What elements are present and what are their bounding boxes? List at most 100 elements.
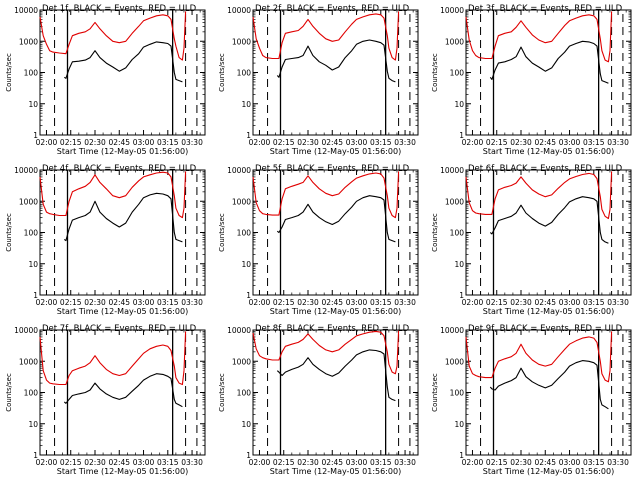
x-tick-label: 02:45 [108, 458, 130, 467]
series-line-uld [252, 171, 400, 219]
x-tick-label: 03:30 [181, 138, 203, 147]
y-axis-label: Counts/sec [218, 213, 226, 252]
x-tick-label: 03:00 [346, 298, 368, 307]
x-tick-label: 02:45 [321, 458, 343, 467]
x-tick-label: 02:45 [321, 298, 343, 307]
x-tick-label: 03:15 [370, 458, 392, 467]
x-tick-label: 03:15 [583, 458, 605, 467]
x-axis-label: Start Time (12-May-05 01:56:00) [483, 147, 614, 156]
y-axis-label: Counts/sec [5, 373, 13, 412]
x-tick-label: 02:30 [297, 458, 319, 467]
y-tick-label: 10000 [14, 166, 38, 175]
series-line-events [64, 41, 183, 83]
x-tick-label: 02:15 [486, 298, 508, 307]
y-tick-label: 100 [450, 229, 465, 238]
y-tick-label: 1000 [19, 37, 38, 46]
y-axis-label: Counts/sec [431, 373, 439, 412]
y-tick-label: 1000 [19, 197, 38, 206]
x-tick-label: 02:15 [60, 458, 82, 467]
series-line-uld [252, 330, 400, 375]
x-tick-label: 02:45 [108, 298, 130, 307]
y-tick-label: 1 [33, 131, 38, 140]
x-tick-label: 02:15 [273, 458, 295, 467]
plot-frame [39, 329, 206, 456]
y-tick-label: 1000 [445, 37, 464, 46]
series-line-uld [39, 331, 187, 386]
y-tick-label: 100 [24, 229, 39, 238]
y-tick-label: 100 [237, 389, 252, 398]
x-tick-label: 02:30 [297, 138, 319, 147]
series-line-uld [465, 11, 613, 63]
x-tick-label: 02:15 [486, 458, 508, 467]
y-tick-label: 100 [450, 389, 465, 398]
x-tick-label: 02:15 [273, 298, 295, 307]
x-tick-label: 03:15 [370, 138, 392, 147]
y-tick-label: 1000 [445, 357, 464, 366]
x-tick-label: 02:00 [36, 298, 58, 307]
y-tick-label: 1 [459, 291, 464, 300]
y-tick-label: 1000 [232, 357, 251, 366]
x-tick-label: 03:15 [370, 298, 392, 307]
x-tick-label: 03:00 [133, 138, 155, 147]
series-line-events [63, 192, 183, 243]
detector-panel-6: Det 6f, BLACK = Events, RED = ULD 1 10 100 1… [431, 164, 632, 316]
y-tick-label: 10000 [227, 6, 251, 15]
x-tick-label: 02:30 [84, 138, 106, 147]
x-tick-label: 02:00 [462, 458, 484, 467]
y-tick-label: 10 [454, 100, 464, 109]
x-tick-label: 02:45 [534, 298, 556, 307]
x-tick-label: 02:45 [108, 138, 130, 147]
detector-panel-5: Det 5f, BLACK = Events, RED = ULD 1 10 100 1… [218, 164, 419, 316]
detector-panel-3: Det 3f, BLACK = Events, RED = ULD 1 10 100 1… [431, 4, 632, 156]
y-tick-label: 100 [24, 69, 39, 78]
y-tick-label: 10 [454, 420, 464, 429]
x-tick-label: 03:15 [583, 138, 605, 147]
y-axis-label: Counts/sec [218, 53, 226, 92]
y-tick-label: 10000 [440, 326, 464, 335]
series-line-events [276, 39, 396, 83]
x-axis-label: Start Time (12-May-05 01:56:00) [483, 467, 614, 476]
x-axis-label: Start Time (12-May-05 01:56:00) [57, 307, 188, 316]
y-tick-label: 100 [450, 69, 465, 78]
plot-frame [39, 9, 206, 136]
panel-title: Det 4f, BLACK = Events, RED = ULD [42, 164, 197, 174]
x-tick-label: 02:30 [84, 458, 106, 467]
series-line-events [489, 40, 609, 84]
x-axis-label: Start Time (12-May-05 01:56:00) [483, 307, 614, 316]
series-line-events [489, 196, 609, 244]
detector-panel-7: Det 7f, BLACK = Events, RED = ULD 1 10 100 1… [5, 324, 206, 476]
series-line-uld [465, 331, 613, 383]
panel-title: Det 3f, BLACK = Events, RED = ULD [468, 4, 623, 14]
y-tick-label: 1 [246, 451, 251, 460]
y-tick-label: 10 [241, 260, 251, 269]
series-line-events [276, 349, 396, 402]
y-tick-label: 1 [33, 451, 38, 460]
x-tick-label: 02:45 [534, 458, 556, 467]
x-tick-label: 03:00 [559, 458, 581, 467]
plot-frame [252, 9, 419, 136]
series-line-uld [39, 11, 187, 61]
detector-panel-8: Det 8f, BLACK = Events, RED = ULD 1 10 100 1… [218, 324, 419, 476]
y-tick-label: 10000 [14, 326, 38, 335]
y-axis-label: Counts/sec [431, 53, 439, 92]
y-tick-label: 10 [28, 260, 38, 269]
y-tick-label: 10 [241, 100, 251, 109]
x-tick-label: 02:00 [462, 138, 484, 147]
x-tick-label: 03:30 [394, 138, 416, 147]
x-tick-label: 02:15 [486, 138, 508, 147]
y-tick-label: 1 [246, 131, 251, 140]
x-tick-label: 02:15 [60, 138, 82, 147]
detector-panel-2: Det 2f, BLACK = Events, RED = ULD 1 10 100 1… [218, 4, 419, 156]
x-tick-label: 02:15 [60, 298, 82, 307]
series-line-events [276, 195, 396, 243]
y-tick-label: 10000 [440, 6, 464, 15]
x-tick-label: 02:00 [36, 458, 58, 467]
x-axis-label: Start Time (12-May-05 01:56:00) [270, 467, 401, 476]
x-tick-label: 03:30 [607, 458, 629, 467]
panel-title: Det 2f, BLACK = Events, RED = ULD [255, 4, 410, 14]
x-tick-label: 03:00 [133, 298, 155, 307]
plot-frame [465, 9, 632, 136]
x-tick-label: 02:00 [462, 298, 484, 307]
y-tick-label: 10 [28, 420, 38, 429]
